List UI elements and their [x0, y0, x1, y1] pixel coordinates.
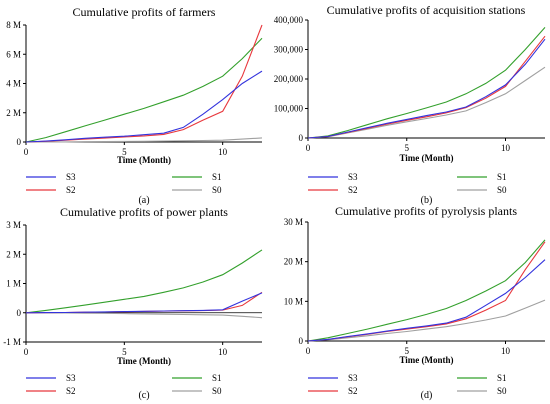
legend-label-s1: S1 — [497, 172, 507, 182]
y-tick-label: 2 M — [6, 249, 21, 259]
x-tick-label: 0 — [306, 143, 311, 153]
series-line-s0 — [25, 312, 263, 319]
series-line-s2 — [25, 291, 263, 314]
legend-label-s0: S0 — [497, 386, 507, 396]
y-tick-label: -1 M — [3, 337, 21, 347]
legend-label-s3: S3 — [66, 172, 76, 182]
x-tick-label: 5 — [405, 143, 410, 153]
chart-title: Cumulative profits of acquisition statio… — [327, 3, 526, 17]
series-line-s1 — [307, 239, 546, 342]
x-tick-label: 10 — [501, 346, 511, 356]
series-line-s3 — [307, 259, 546, 342]
y-tick-label: 30 M — [284, 217, 303, 227]
series-line-s0 — [307, 66, 546, 139]
y-tick-label: 10 M — [284, 296, 303, 306]
series-line-s1 — [25, 249, 263, 314]
series-line-s1 — [307, 27, 546, 139]
y-tick-label: 200,000 — [274, 74, 304, 84]
y-tick-label: 400,000 — [274, 15, 304, 25]
x-tick-label: 5 — [122, 347, 127, 357]
y-tick-label: 0 — [299, 133, 304, 143]
y-tick-label: 1 M — [6, 279, 21, 289]
chart-panel-3: Cumulative profits of pyrolysis plants 0 1… — [284, 204, 546, 401]
chart-panel-1: Cumulative profits of acquisition statio… — [274, 3, 546, 206]
series-line-s0 — [25, 137, 263, 143]
x-tick-label: 0 — [24, 147, 29, 157]
chart-panel-0: Cumulative profits of farmers 0 2 M 4 M 6 M 8… — [6, 5, 263, 206]
series-line-s2 — [307, 35, 546, 139]
y-tick-label: 8 M — [6, 20, 21, 30]
chart-title: Cumulative profits of pyrolysis plants — [335, 204, 517, 218]
series-line-s2 — [25, 24, 263, 143]
y-tick-label: 3 M — [6, 220, 21, 230]
legend-label-s1: S1 — [497, 373, 507, 383]
panel-caption: (b) — [421, 195, 433, 206]
legend-label-s2: S2 — [348, 185, 358, 195]
y-tick-label: 300,000 — [274, 45, 304, 55]
series-line-s3 — [307, 38, 546, 139]
legend-label-s0: S0 — [212, 386, 222, 396]
panel-caption: (c) — [138, 390, 149, 401]
legend-label-s2: S2 — [348, 386, 358, 396]
legend-label-s3: S3 — [348, 373, 358, 383]
x-tick-label: 10 — [218, 147, 228, 157]
x-tick-label: 5 — [405, 346, 410, 356]
y-tick-label: 0 — [299, 336, 304, 346]
y-tick-label: 0 — [17, 308, 22, 318]
legend-label-s3: S3 — [348, 172, 358, 182]
chart-panel-2: Cumulative profits of power plants-1 M01… — [3, 205, 263, 401]
y-tick-label: 100,000 — [274, 104, 304, 114]
x-axis-label: Time (Month) — [117, 155, 171, 165]
x-axis-label: Time (Month) — [399, 153, 453, 163]
x-axis-label: Time (Month) — [399, 355, 453, 365]
x-axis-label: Time (Month) — [117, 356, 171, 366]
y-tick-label: 0 — [17, 137, 22, 147]
legend-label-s0: S0 — [497, 185, 507, 195]
panel-caption: (d) — [421, 390, 433, 401]
panel-caption: (a) — [138, 195, 149, 206]
series-line-s3 — [25, 292, 263, 314]
y-tick-label: 2 M — [6, 108, 21, 118]
chart-title: Cumulative profits of farmers — [73, 5, 216, 19]
chart-title: Cumulative profits of power plants — [60, 205, 228, 219]
x-tick-label: 5 — [122, 147, 127, 157]
y-tick-label: 20 M — [284, 257, 303, 267]
y-tick-label: 6 M — [6, 49, 21, 59]
legend-label-s2: S2 — [66, 185, 76, 195]
x-tick-label: 0 — [306, 346, 311, 356]
x-tick-label: 10 — [501, 143, 511, 153]
legend-label-s2: S2 — [66, 386, 76, 396]
series-line-s0 — [307, 299, 546, 342]
legend-label-s1: S1 — [212, 373, 222, 383]
x-tick-label: 0 — [24, 347, 29, 357]
legend-label-s3: S3 — [66, 373, 76, 383]
legend-label-s0: S0 — [212, 185, 222, 195]
y-tick-label: 4 M — [6, 79, 21, 89]
x-tick-label: 10 — [218, 347, 228, 357]
series-line-s3 — [25, 70, 263, 143]
series-line-s1 — [25, 37, 263, 143]
legend-label-s1: S1 — [212, 172, 222, 182]
